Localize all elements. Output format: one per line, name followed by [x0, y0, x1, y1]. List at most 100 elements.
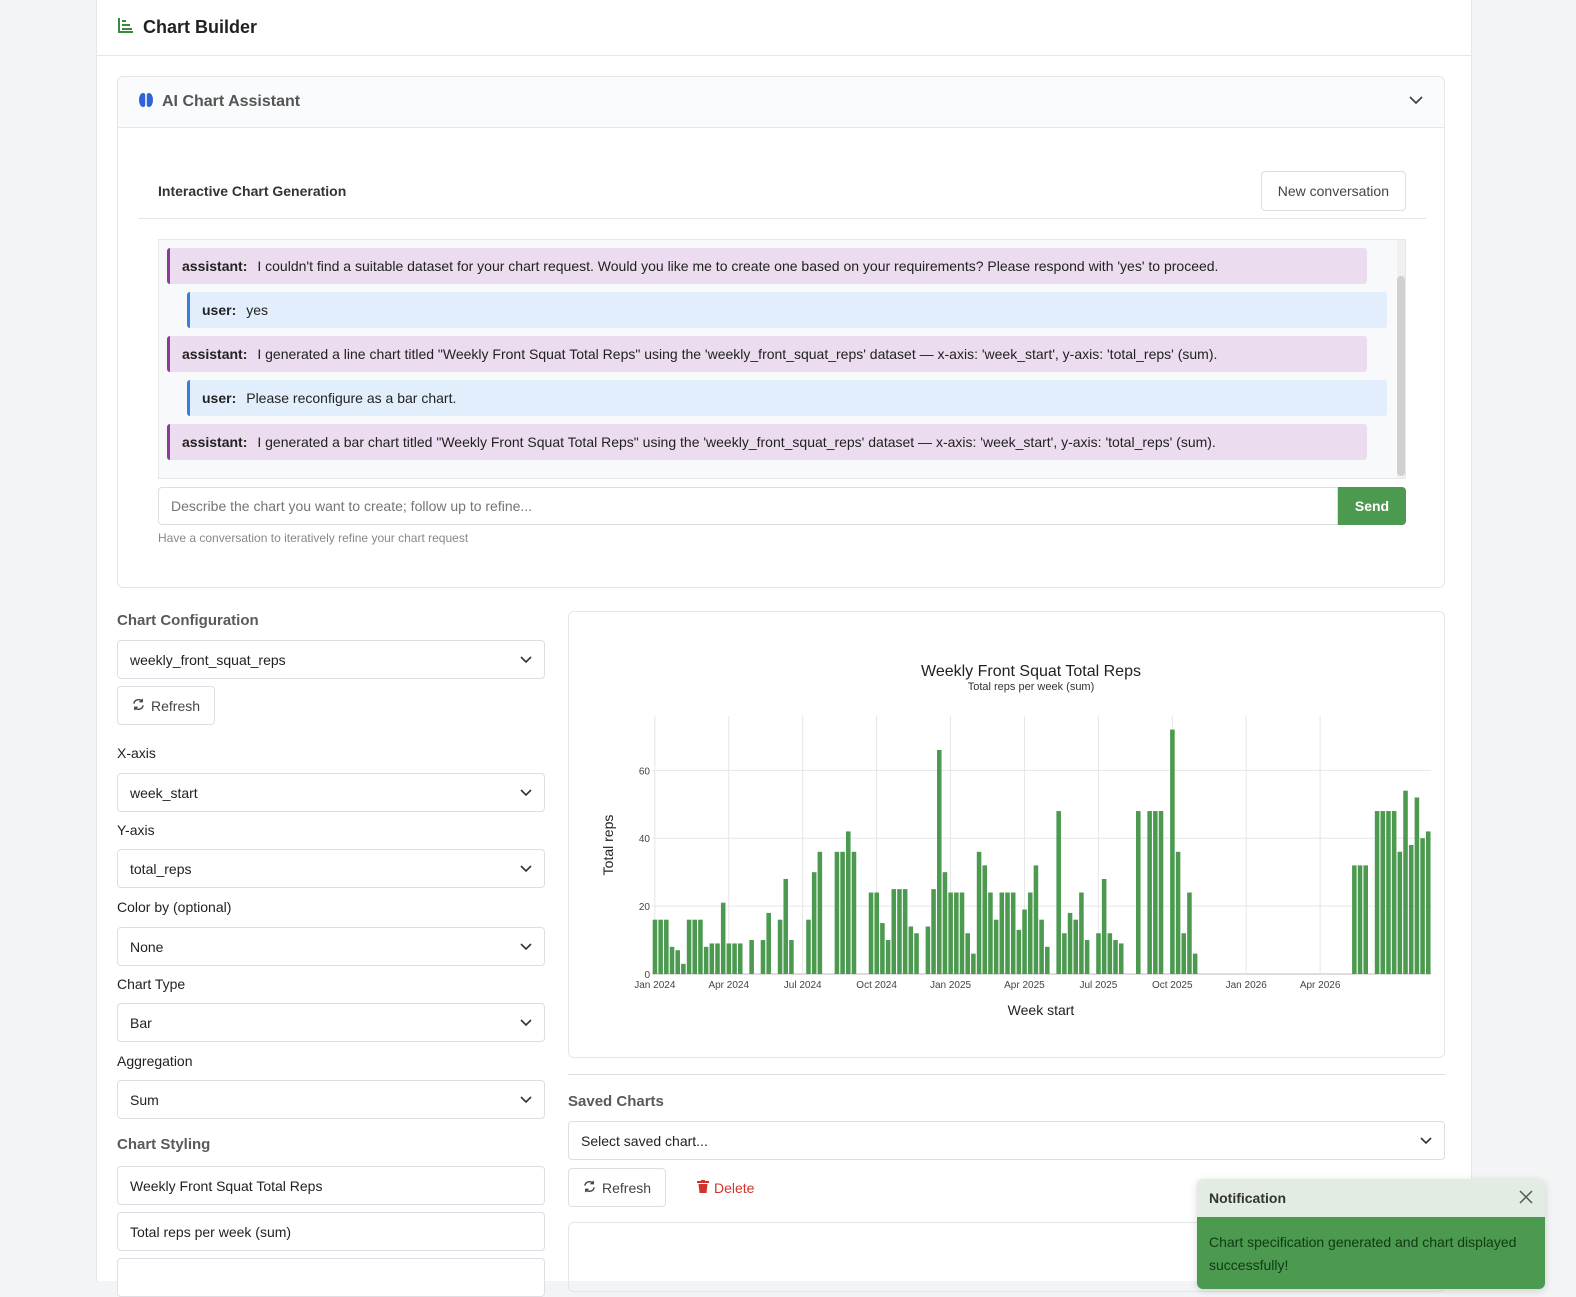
chevron-down-icon	[520, 939, 532, 955]
close-icon[interactable]	[1519, 1189, 1533, 1207]
bar	[834, 851, 840, 974]
chevron-down-icon	[520, 1092, 532, 1108]
aggregation-label: Aggregation	[117, 1053, 193, 1069]
chart-type-select[interactable]: Bar	[117, 1003, 545, 1042]
bar	[652, 919, 658, 974]
bar	[1397, 851, 1403, 974]
bar	[669, 946, 675, 974]
bar	[709, 943, 715, 974]
chart-preview: 0 20 40 60 Jan 2024 Apr 2024 Jul 2024 Oct 2024 J…	[568, 611, 1445, 1058]
chart-bars	[652, 729, 1431, 974]
bar	[1016, 929, 1022, 974]
notification-toast: Notification Chart specification generat…	[1197, 1179, 1545, 1289]
page-title: Chart Builder	[143, 17, 258, 37]
bar	[959, 892, 965, 974]
chart-title-input[interactable]: Weekly Front Squat Total Reps	[117, 1166, 545, 1205]
ai-assistant-title: AI Chart Assistant	[162, 93, 301, 110]
chat-input[interactable]	[158, 487, 1338, 525]
x-axis-label: X-axis	[117, 745, 156, 761]
chart-type-label: Chart Type	[117, 976, 186, 992]
x-axis-title: Week start	[1008, 1002, 1075, 1018]
chat-history[interactable]: assistant: I couldn't find a suitable da…	[158, 239, 1406, 479]
bar	[942, 872, 948, 974]
color-by-select[interactable]: None	[117, 927, 545, 966]
bar	[675, 950, 680, 974]
chat-input-row: Send	[158, 487, 1406, 525]
bar	[1118, 943, 1124, 974]
x-tick-label: Jan 2025	[930, 980, 972, 991]
ai-assistant-header[interactable]: AI Chart Assistant	[118, 77, 1444, 128]
saved-refresh-button[interactable]: Refresh	[568, 1168, 667, 1207]
bar	[880, 923, 885, 974]
chevron-down-icon	[520, 861, 532, 877]
chart-axis-label-input[interactable]	[117, 1258, 545, 1297]
bar	[726, 943, 732, 974]
new-conversation-button[interactable]: New conversation	[1260, 170, 1406, 211]
bar	[811, 872, 817, 974]
bar	[681, 963, 686, 974]
message-role: user:	[202, 390, 237, 406]
send-button[interactable]: Send	[1338, 487, 1406, 525]
bar	[1113, 940, 1118, 974]
bar	[1187, 892, 1192, 974]
chat-message-user: user: Please reconfigure as a bar chart.	[187, 380, 1387, 416]
x-axis-select[interactable]: week_start	[117, 773, 545, 812]
bar	[715, 943, 720, 974]
bar	[1056, 811, 1061, 974]
delete-label: Delete	[714, 1179, 755, 1196]
bar	[982, 865, 988, 974]
bar	[925, 926, 931, 974]
trash-icon	[697, 1179, 709, 1196]
y-tick-label: 40	[639, 834, 651, 845]
bar	[817, 851, 823, 974]
bar	[703, 946, 709, 974]
bar	[874, 892, 879, 974]
chart-styling-heading: Chart Styling	[117, 1136, 211, 1153]
bar	[1363, 865, 1368, 974]
aggregation-select[interactable]: Sum	[117, 1080, 545, 1119]
y-axis-select[interactable]: total_reps	[117, 849, 545, 888]
y-tick-label: 0	[644, 970, 650, 981]
bar	[1153, 811, 1158, 974]
delete-button[interactable]: Delete	[683, 1168, 769, 1207]
bar	[732, 943, 737, 974]
refresh-label: Refresh	[151, 697, 201, 714]
saved-chart-select[interactable]: Select saved chart...	[568, 1121, 1445, 1160]
bar	[1033, 865, 1039, 974]
bar	[1067, 912, 1073, 974]
chat-message-user: user: yes	[187, 292, 1387, 328]
bar	[1062, 933, 1067, 974]
bar	[789, 940, 794, 974]
x-tick-label: Jul 2024	[784, 980, 822, 991]
chevron-down-icon[interactable]	[1408, 92, 1424, 113]
notification-title: Notification	[1209, 1190, 1286, 1206]
bar	[1022, 909, 1027, 974]
chart-title-value: Weekly Front Squat Total Reps	[130, 1177, 323, 1194]
dataset-select[interactable]: weekly_front_squat_reps	[117, 640, 545, 679]
chart-subtitle-input[interactable]: Total reps per week (sum)	[117, 1212, 545, 1251]
dataset-refresh-button[interactable]: Refresh	[117, 686, 216, 725]
color-by-value: None	[130, 938, 164, 955]
bar	[988, 892, 993, 974]
dataset-select-value: weekly_front_squat_reps	[130, 651, 286, 668]
saved-charts-heading: Saved Charts	[568, 1093, 664, 1110]
chat-scrollbar-thumb[interactable]	[1397, 276, 1405, 476]
bar	[1005, 892, 1010, 974]
bar	[1170, 729, 1175, 974]
refresh-icon	[583, 1180, 596, 1196]
message-role: assistant:	[182, 258, 248, 274]
chevron-down-icon	[1420, 1133, 1432, 1149]
bar	[1158, 811, 1164, 974]
chart-subtitle-value: Total reps per week (sum)	[130, 1223, 292, 1240]
brain-icon	[138, 92, 154, 113]
x-tick-label: Oct 2024	[856, 980, 897, 991]
bar	[993, 919, 999, 974]
bar	[931, 889, 936, 974]
bar	[783, 878, 789, 974]
bar	[1386, 811, 1391, 974]
bar	[1073, 919, 1079, 974]
bar	[1391, 811, 1397, 974]
chat-message-assistant: assistant: I couldn't find a suitable da…	[167, 248, 1367, 284]
bar	[1403, 790, 1408, 974]
divider	[568, 1074, 1445, 1075]
